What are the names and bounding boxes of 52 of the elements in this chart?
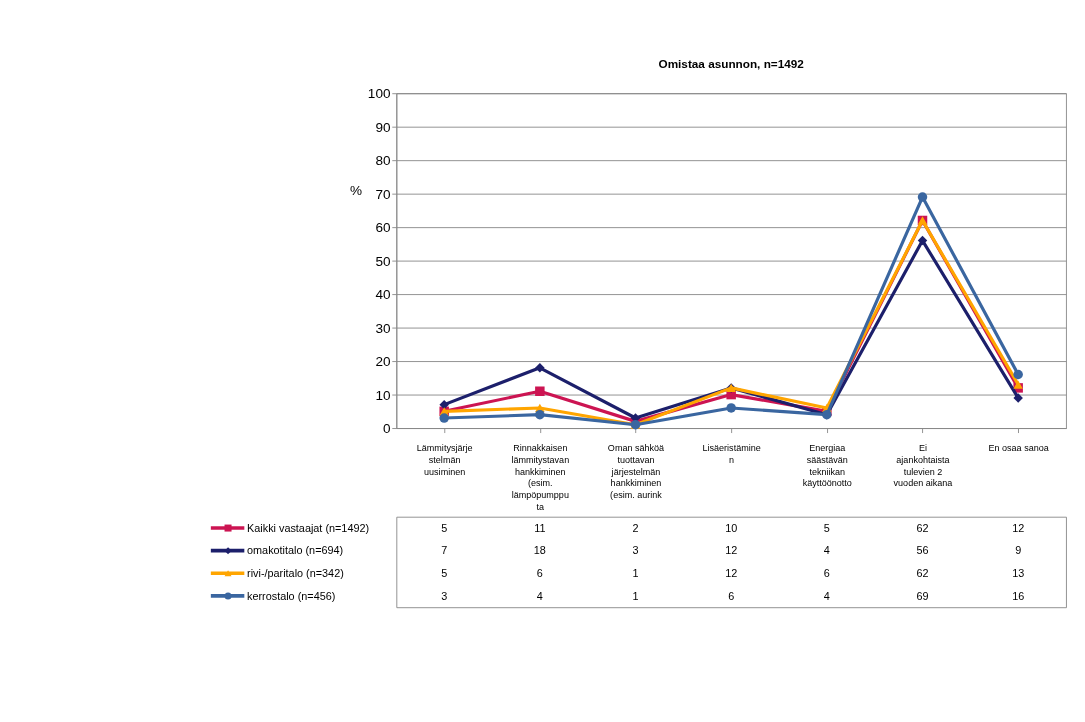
y-tick-label: 80 (375, 153, 391, 169)
legend-label: rivi-/paritalo (n=342) (247, 566, 344, 579)
y-tick-label: 50 (375, 253, 391, 269)
legend-label: kerrostalo (n=456) (247, 589, 336, 602)
data-label: 1 (632, 566, 639, 579)
x-tick-label: Energiaa säästävän tekniikan käyttöönotto (802, 443, 852, 489)
data-label: 56 (916, 544, 929, 557)
chart-title: Omistaa asunnon, n=1492 (658, 56, 805, 70)
data-label: 62 (916, 521, 929, 534)
data-label: 10 (725, 521, 738, 534)
data-label: 6 (728, 589, 735, 602)
x-tick-label: En osaa sanoa (988, 443, 1050, 454)
y-tick-label: 90 (375, 119, 391, 135)
data-label: 3 (441, 589, 448, 602)
data-label: 4 (536, 589, 543, 602)
y-tick-label: 20 (375, 354, 391, 370)
y-tick-label: 60 (375, 220, 391, 236)
data-label: 69 (916, 589, 929, 602)
legend-label: omakotitalo (n=694) (247, 544, 344, 557)
y-tick-label: 70 (375, 186, 391, 202)
data-label: 6 (823, 566, 830, 579)
x-tick-label: Rinnakkaisen lämmitystavan hankkiminen (esim. lämpöpumppu ta (511, 443, 570, 512)
legend-label: Kaikki vastaajat (n=1492) (247, 521, 370, 534)
data-label: 3 (632, 544, 639, 557)
x-tick-label: Lisäeristämine n (702, 443, 761, 465)
y-tick-label: 0 (382, 421, 391, 437)
data-label: 12 (725, 544, 738, 557)
x-tick-label: Ei ajankohtaista tulevien 2 vuoden aikana (893, 443, 954, 489)
x-tick-label: Lämmitysjärje stelmän uusiminen (416, 443, 473, 477)
y-tick-label: 30 (375, 320, 391, 336)
data-label: 4 (823, 544, 830, 557)
y-axis-title: % (350, 183, 363, 199)
data-label: 5 (823, 521, 830, 534)
data-label: 9 (1015, 544, 1022, 557)
data-label: 16 (1012, 589, 1025, 602)
data-label: 1 (632, 589, 639, 602)
data-label: 5 (441, 521, 448, 534)
data-label: 18 (533, 544, 546, 557)
data-label: 13 (1012, 566, 1025, 579)
data-label: 5 (441, 566, 448, 579)
y-tick-label: 100 (367, 86, 391, 102)
data-label: 6 (536, 566, 543, 579)
data-label: 11 (534, 521, 546, 534)
data-label: 4 (823, 589, 830, 602)
data-label: 12 (725, 566, 738, 579)
x-tick-label: Oman sähköä tuottavan järjestelmän hankkiminen (esim. aurink (607, 443, 666, 501)
y-tick-label: 10 (375, 387, 391, 403)
data-label: 7 (441, 544, 448, 557)
data-label: 2 (632, 521, 639, 534)
y-tick-label: 40 (375, 287, 391, 303)
data-label: 12 (1012, 521, 1025, 534)
data-label: 62 (916, 566, 929, 579)
